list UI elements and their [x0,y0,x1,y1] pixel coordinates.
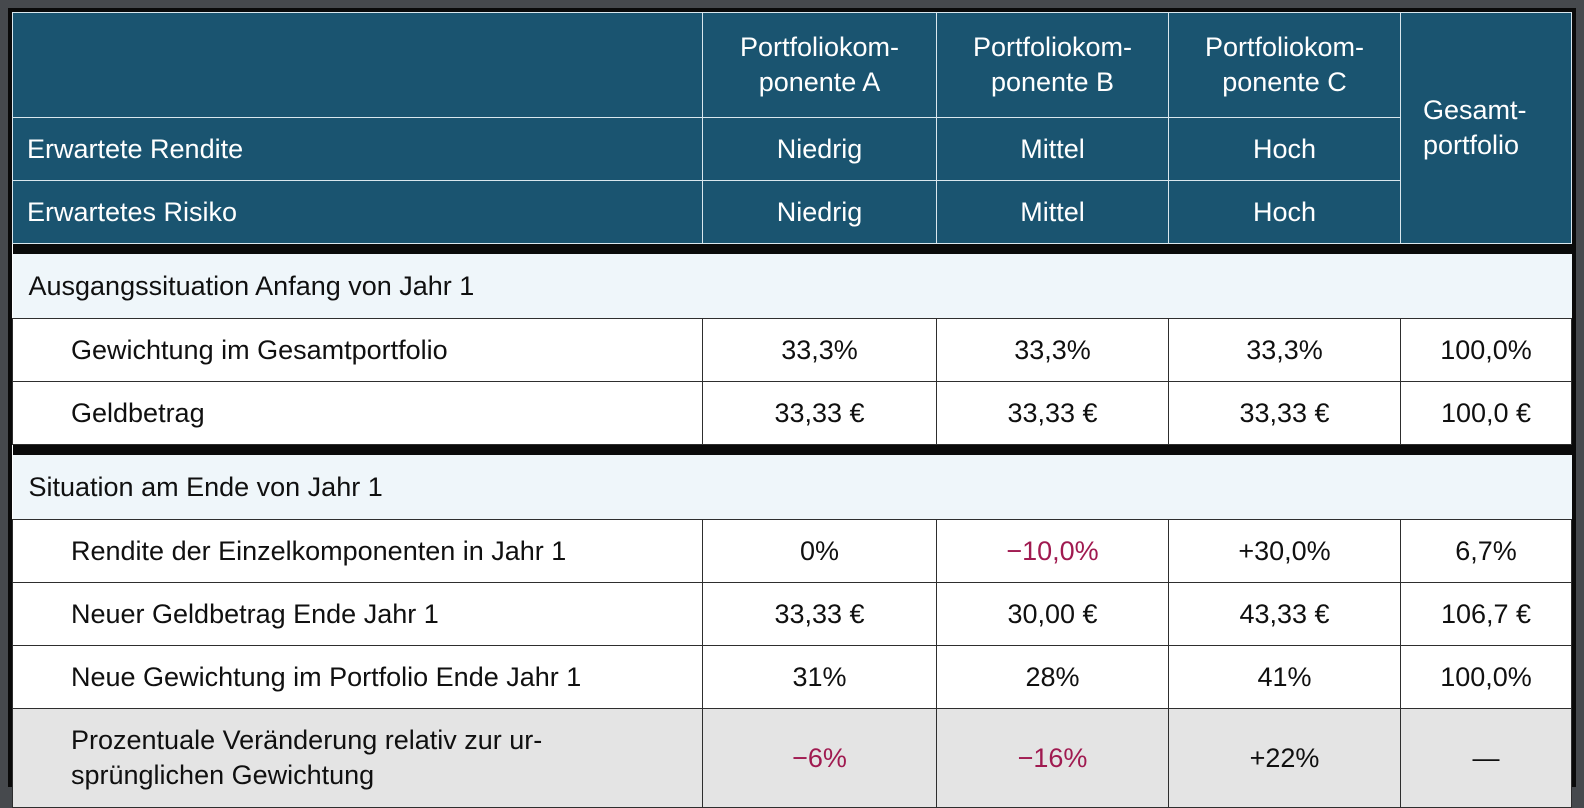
corner-cell [12,12,703,118]
new-amount-b: 30,00 € [936,582,1169,646]
weighting-b: 33,3% [936,318,1169,382]
header-row-components: Portfoliokom- ponente A Portfoliokom- po… [12,12,1572,244]
amount-b: 33,33 € [936,381,1169,445]
table-row-new-weighting: Neue Gewichtung im Portfolio Ende Jahr 1… [12,645,1572,709]
col-header-total-portfolio: Gesamt- portfolio [1400,12,1572,244]
section-title-row-2: Situation am Ende von Jahr 1 [12,455,1572,520]
row-label-expected-return: Erwartete Rendite [12,117,703,181]
percent-change-b: −16% [936,708,1169,808]
table-row-percent-change: Prozentuale Veränderung relativ zur ur- … [12,708,1572,808]
expected-return-a: Niedrig [702,117,937,181]
row-label-expected-risk: Erwartetes Risiko [12,180,703,244]
amount-a: 33,33 € [702,381,937,445]
row-label-new-amount: Neuer Geldbetrag Ende Jahr 1 [12,582,703,646]
col-header-component-c: Portfoliokom- ponente C [1168,12,1401,118]
return-c: +30,0% [1168,519,1401,583]
table-frame: Portfoliokom- ponente A Portfoliokom- po… [8,8,1576,808]
new-weighting-c: 41% [1168,645,1401,709]
portfolio-table: Portfoliokom- ponente A Portfoliokom- po… [12,12,1572,808]
percent-change-a: −6% [702,708,937,808]
table-row-return-year1: Rendite der Einzelkomponenten in Jahr 1 … [12,519,1572,583]
table-row-amount: Geldbetrag 33,33 € 33,33 € 33,33 € 100,0… [12,381,1572,445]
expected-return-b: Mittel [936,117,1169,181]
row-label-return-year1: Rendite der Einzelkomponenten in Jahr 1 [12,519,703,583]
col-header-component-b: Portfoliokom- ponente B [936,12,1169,118]
amount-c: 33,33 € [1168,381,1401,445]
percent-change-total: — [1400,708,1572,808]
new-weighting-b: 28% [936,645,1169,709]
new-amount-total: 106,7 € [1400,582,1572,646]
section-title-1: Ausgangssituation Anfang von Jahr 1 [12,254,1572,319]
amount-total: 100,0 € [1400,381,1572,445]
header-row-expected-return: Erwartete Rendite Niedrig Mittel Hoch [12,117,1572,181]
header-row-expected-risk: Erwartetes Risiko Niedrig Mittel Hoch [12,180,1572,244]
weighting-a: 33,3% [702,318,937,382]
weighting-total: 100,0% [1400,318,1572,382]
row-label-weighting: Gewichtung im Gesamtportfolio [12,318,703,382]
weighting-c: 33,3% [1168,318,1401,382]
new-weighting-a: 31% [702,645,937,709]
expected-return-c: Hoch [1168,117,1401,181]
new-amount-a: 33,33 € [702,582,937,646]
return-total: 6,7% [1400,519,1572,583]
row-label-percent-change: Prozentuale Veränderung relativ zur ur- … [12,708,703,808]
table-row-weighting: Gewichtung im Gesamtportfolio 33,3% 33,3… [12,318,1572,382]
section-title-2: Situation am Ende von Jahr 1 [12,455,1572,520]
new-weighting-total: 100,0% [1400,645,1572,709]
divider-band [12,243,1572,254]
return-a: 0% [702,519,937,583]
divider-band-bar-2 [12,444,1572,455]
divider-band-bar [12,243,1572,254]
section-title-row-1: Ausgangssituation Anfang von Jahr 1 [12,254,1572,319]
col-header-component-a: Portfoliokom- ponente A [702,12,937,118]
divider-band-2 [12,444,1572,455]
percent-change-c: +22% [1168,708,1401,808]
return-b: −10,0% [936,519,1169,583]
table-row-new-amount: Neuer Geldbetrag Ende Jahr 1 33,33 € 30,… [12,582,1572,646]
expected-risk-a: Niedrig [702,180,937,244]
row-label-amount: Geldbetrag [12,381,703,445]
row-label-new-weighting: Neue Gewichtung im Portfolio Ende Jahr 1 [12,645,703,709]
expected-risk-b: Mittel [936,180,1169,244]
new-amount-c: 43,33 € [1168,582,1401,646]
expected-risk-c: Hoch [1168,180,1401,244]
